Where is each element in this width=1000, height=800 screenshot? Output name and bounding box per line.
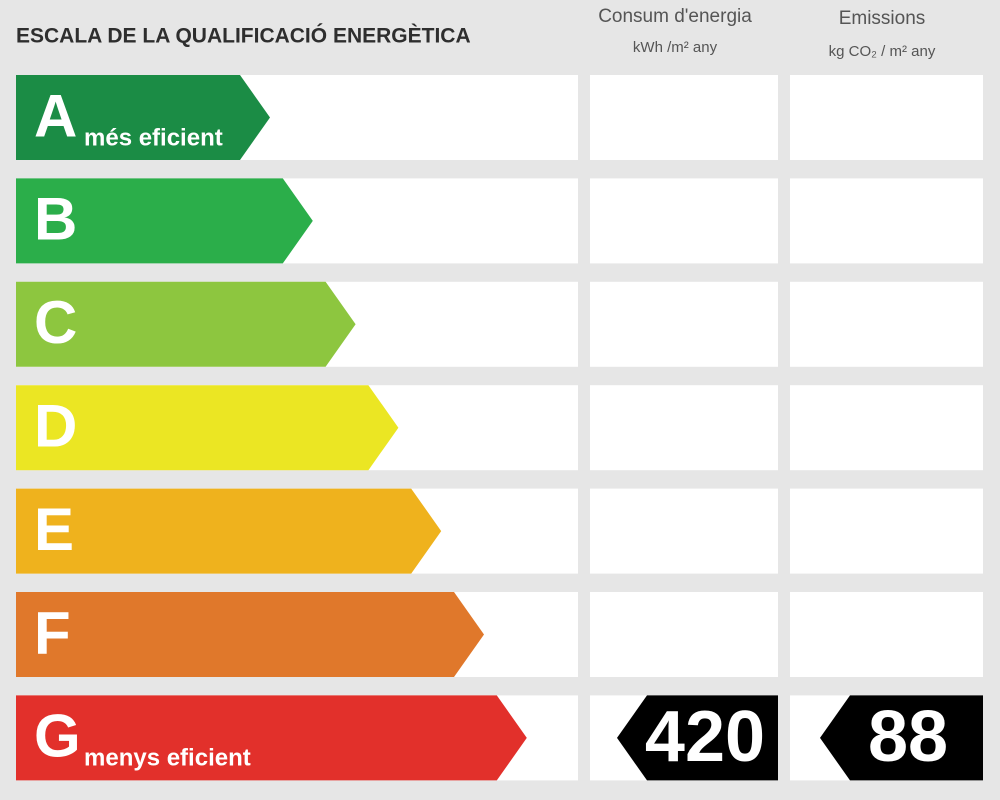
value-panel — [790, 592, 983, 677]
value-panel — [590, 592, 778, 677]
value-panel — [790, 178, 983, 264]
rating-arrow — [16, 488, 442, 574]
rating-arrow — [16, 385, 399, 471]
rating-letter: E — [34, 496, 74, 563]
value-panel — [590, 488, 778, 574]
consumption-value: 420 — [645, 697, 765, 777]
rating-letter: B — [34, 186, 77, 253]
title: ESCALA DE LA QUALIFICACIÓ ENERGÈTICA — [16, 24, 471, 48]
column-title: Consum d'energia — [598, 6, 752, 27]
value-panel — [790, 488, 983, 574]
value-panel — [590, 75, 778, 160]
value-panel — [590, 385, 778, 471]
value-panel — [790, 75, 983, 160]
value-panel — [590, 178, 778, 264]
value-arrow — [617, 695, 778, 781]
value-panel — [790, 385, 983, 471]
rating-letter: F — [34, 599, 71, 666]
rating-letter: A — [34, 82, 77, 149]
column-unit: kg CO₂ / m² any — [829, 43, 936, 60]
rating-arrow — [16, 75, 270, 160]
rating-note: més eficient — [84, 124, 223, 151]
value-panel — [790, 281, 983, 367]
emissions-value: 88 — [868, 697, 948, 777]
rating-note: menys eficient — [84, 745, 251, 772]
rating-letter: C — [34, 289, 77, 356]
rating-letter: G — [34, 703, 81, 770]
rating-arrow — [16, 178, 313, 264]
column-unit: kWh /m² any — [633, 39, 718, 56]
rating-arrow — [16, 592, 484, 677]
rating-arrow — [16, 281, 356, 367]
rating-letter: D — [34, 393, 77, 460]
value-arrow — [820, 695, 983, 781]
column-title: Emissions — [839, 8, 926, 29]
value-panel — [590, 281, 778, 367]
rating-arrow — [16, 695, 527, 781]
